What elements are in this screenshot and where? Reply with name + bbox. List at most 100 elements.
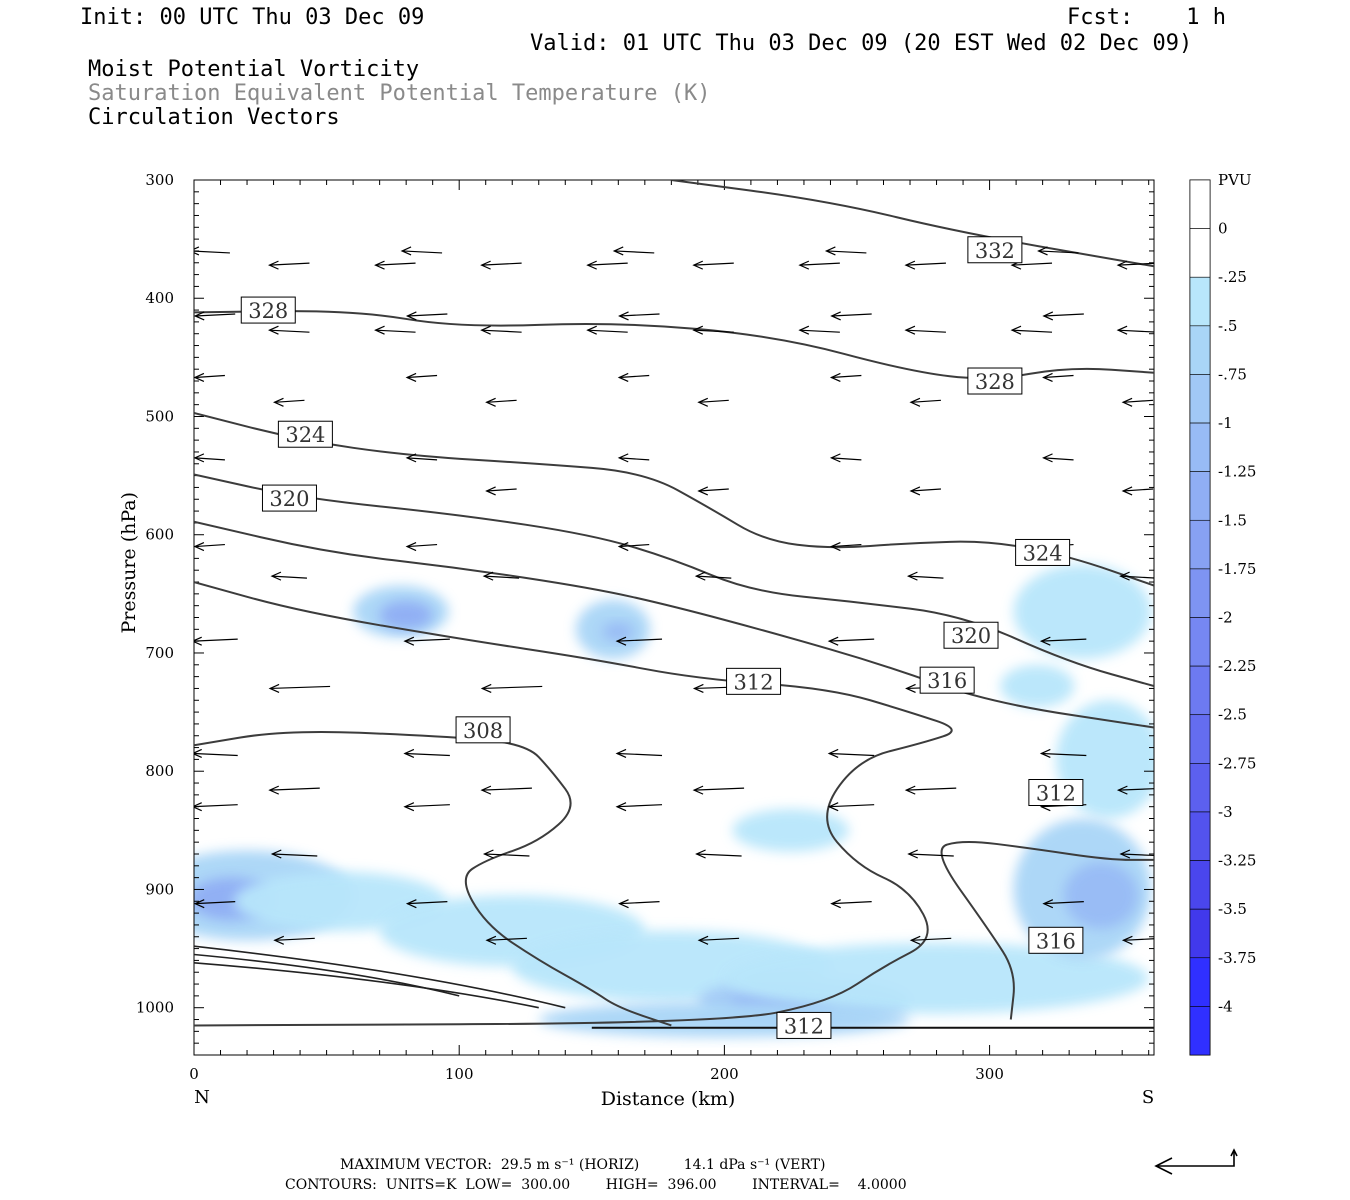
contour-label-box — [726, 667, 782, 695]
vector-head — [405, 311, 417, 321]
contour-label-box — [1028, 926, 1084, 954]
vector-shaft — [911, 937, 952, 941]
vector-head — [617, 542, 629, 552]
isentrope-line — [194, 730, 672, 1027]
x-tick-label: 0 — [189, 1065, 199, 1083]
vector-head — [692, 683, 704, 693]
colorbar-level-label: -3 — [1218, 803, 1233, 821]
vector-shaft — [831, 457, 862, 461]
vector-head — [267, 325, 279, 335]
vector-shaft — [486, 488, 517, 492]
vector-shaft — [693, 329, 734, 333]
vector-shaft — [698, 488, 729, 492]
vector-head — [615, 748, 627, 759]
vector-shaft — [799, 329, 840, 333]
vector-shaft — [270, 685, 331, 690]
vector-shaft — [831, 543, 862, 548]
isentrope-line — [671, 180, 1154, 268]
vector-shaft — [831, 901, 872, 905]
vector-head — [482, 849, 494, 859]
vector-head — [485, 397, 496, 407]
reference-vector — [1156, 1150, 1235, 1167]
vector-head — [829, 453, 841, 463]
colorbar-level-label: -2.75 — [1218, 754, 1256, 772]
vector-head — [194, 453, 205, 463]
vector-shaft — [195, 313, 236, 317]
near-surface-line — [193, 961, 539, 1009]
contour-label-box — [455, 716, 511, 744]
vector-shaft — [269, 787, 320, 791]
vector-shaft — [375, 329, 416, 333]
vector-head — [1121, 486, 1133, 496]
vector-shaft — [194, 374, 225, 379]
contour-label: 308 — [463, 719, 503, 743]
colorbar-level-label: -1.75 — [1218, 560, 1256, 578]
vector-head — [480, 325, 491, 335]
colorbar-level-label: -3.5 — [1218, 900, 1247, 918]
contour-label-box — [277, 420, 333, 448]
colorbar-level-label: -1.25 — [1218, 463, 1256, 481]
vector-head — [485, 486, 496, 496]
vector-shaft — [407, 374, 438, 379]
vector-head — [618, 311, 629, 321]
vector-shaft — [194, 543, 225, 548]
vector-shaft — [404, 752, 450, 757]
forecast-hour: Fcst: 1 h — [1067, 5, 1226, 30]
vector-head — [909, 486, 921, 496]
vector-head — [194, 372, 205, 383]
vector-head — [906, 571, 918, 581]
vector-head — [1042, 899, 1054, 909]
vector-shaft — [274, 399, 305, 403]
colorbar-level-label: -.75 — [1218, 365, 1247, 383]
vector-head — [1116, 325, 1128, 335]
south-label: S — [1142, 1087, 1154, 1108]
vector-head — [268, 683, 280, 693]
valid-time: Valid: 01 UTC Thu 03 Dec 09 (20 EST Wed … — [530, 31, 1193, 56]
vector-shaft — [481, 329, 522, 333]
vector-head — [695, 849, 706, 859]
vector-shaft — [905, 262, 946, 266]
vector-shaft — [194, 638, 238, 642]
isentrope-line — [194, 411, 1154, 587]
vector-head — [1042, 453, 1053, 463]
y-axis-title: Pressure (hPa) — [118, 492, 140, 634]
colorbar-segment — [1189, 1006, 1211, 1056]
colorbar-segment — [1189, 179, 1211, 229]
contour-label-box — [943, 621, 999, 649]
vector-shaft — [1041, 638, 1087, 642]
vector-shaft — [274, 937, 315, 941]
vector-head — [586, 260, 597, 270]
colorbar-level-label: -3.25 — [1218, 852, 1256, 870]
vector-shaft — [698, 399, 729, 403]
vector-shaft — [826, 250, 867, 254]
contour-label-box — [776, 1011, 832, 1039]
contour-label: 328 — [248, 299, 288, 323]
vector-head — [273, 935, 285, 945]
vector-head — [194, 802, 202, 812]
vector-head — [905, 683, 916, 693]
vector-shaft — [908, 853, 954, 857]
vector-head — [798, 325, 810, 335]
vector-shaft — [587, 262, 628, 266]
y-tick-label: 700 — [145, 644, 174, 662]
vector-head — [272, 397, 284, 407]
colorbar-segment — [1189, 568, 1211, 618]
vector-head — [829, 542, 841, 552]
colorbar-segment — [1189, 228, 1211, 278]
vector-shaft — [619, 457, 650, 461]
vector-shaft — [693, 262, 734, 266]
vector-shaft — [1120, 853, 1154, 857]
vector-shaft — [829, 804, 875, 808]
y-tick-label: 600 — [145, 526, 174, 544]
vector-shaft — [696, 853, 742, 857]
vector-shaft — [486, 399, 517, 403]
vector-shaft — [407, 313, 448, 317]
vector-shaft — [831, 374, 862, 379]
vector-shaft — [910, 488, 941, 492]
vector-head — [405, 372, 417, 383]
vector-head — [909, 935, 921, 945]
colorbar-level-label: -1.5 — [1218, 511, 1247, 529]
colorbar-segment — [1189, 617, 1211, 667]
colorbar-level-label: 0 — [1218, 220, 1228, 238]
contour-label: 316 — [1036, 929, 1076, 953]
